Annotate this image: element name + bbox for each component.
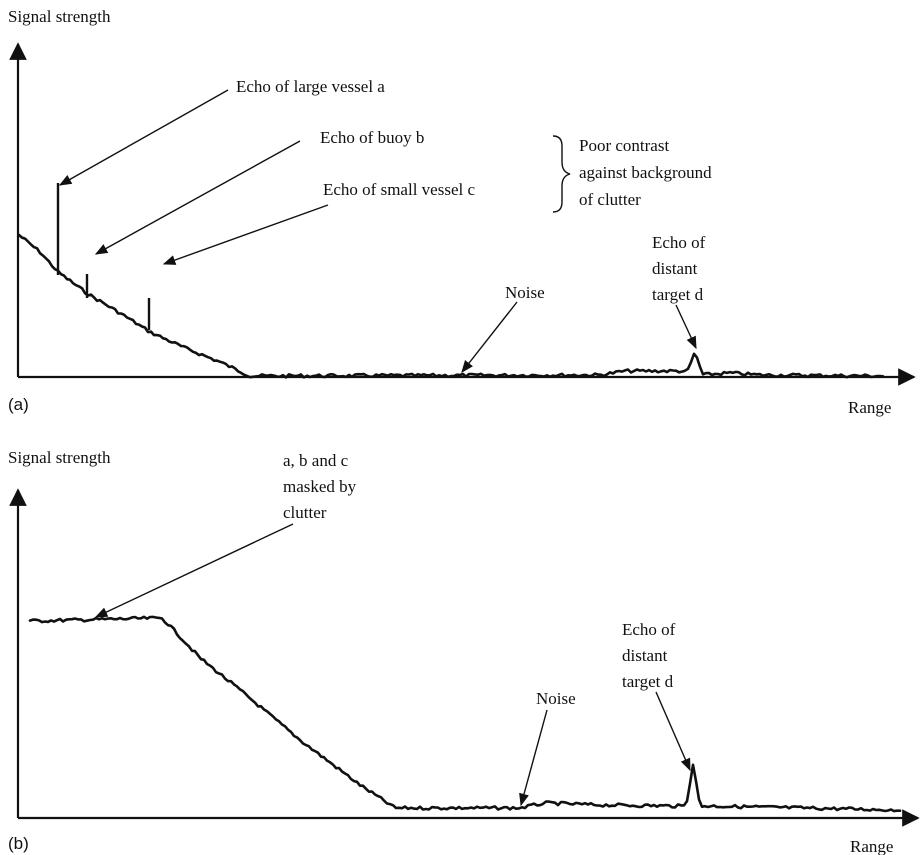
arrow-small-vessel-c	[162, 204, 329, 265]
label-distant-target-b-2: distant	[622, 646, 668, 665]
y-axis-label-a: Signal strength	[8, 7, 111, 26]
label-poor-contrast-1: Poor contrast	[579, 136, 669, 155]
arrow-large-vessel-a	[58, 89, 229, 186]
arrow-buoy-b	[94, 140, 301, 255]
x-axis-label-b: Range	[850, 837, 893, 855]
label-masked-1: a, b and c	[283, 451, 349, 470]
arrow-masked-by-clutter	[94, 523, 294, 618]
signal-trace-b	[28, 615, 902, 813]
label-distant-target-a-2: distant	[652, 259, 698, 278]
label-large-vessel-a: Echo of large vessel a	[236, 77, 385, 96]
panel-a: Signal strength (a) Range Echo of large …	[8, 7, 916, 417]
label-distant-target-a-3: target d	[652, 285, 704, 304]
label-distant-target-b-3: target d	[622, 672, 674, 691]
panel-label-b: (b)	[8, 834, 29, 853]
label-noise-a: Noise	[505, 283, 545, 302]
panel-b: Signal strength (b) Range a, b and c mas…	[8, 448, 920, 855]
label-noise-b: Noise	[536, 689, 576, 708]
arrow-distant-target-b	[655, 691, 691, 772]
brace-poor-contrast	[552, 135, 571, 213]
label-distant-target-a-1: Echo of	[652, 233, 706, 252]
label-distant-target-b-1: Echo of	[622, 620, 676, 639]
label-small-vessel-c: Echo of small vessel c	[323, 180, 475, 199]
label-masked-2: masked by	[283, 477, 357, 496]
arrow-distant-target-a	[675, 304, 697, 350]
label-poor-contrast-3: of clutter	[579, 190, 641, 209]
label-poor-contrast-2: against background	[579, 163, 712, 182]
signal-trace-a	[17, 233, 885, 379]
arrow-noise-a	[461, 301, 518, 373]
label-buoy-b: Echo of buoy b	[320, 128, 424, 147]
panel-label-a: (a)	[8, 395, 29, 414]
y-axis-label-b: Signal strength	[8, 448, 111, 467]
label-masked-3: clutter	[283, 503, 327, 522]
x-axis-label-a: Range	[848, 398, 891, 417]
arrow-noise-b	[519, 709, 548, 807]
